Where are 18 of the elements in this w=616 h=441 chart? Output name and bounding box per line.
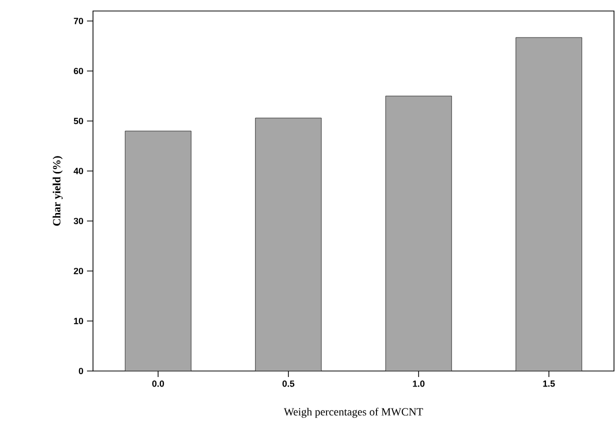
y-tick-label: 10	[74, 318, 84, 324]
x-tick-label: 1.5	[543, 380, 555, 387]
bar	[385, 96, 452, 371]
x-tick-label: 0.5	[282, 380, 294, 387]
y-tick-label: 70	[74, 18, 84, 24]
y-tick-label: 50	[74, 118, 84, 124]
x-tick-label: 1.0	[412, 380, 424, 387]
y-tick-label: 30	[74, 218, 84, 224]
y-axis-title: Char yield (%)	[52, 156, 63, 226]
bar	[516, 37, 582, 371]
y-tick-label: 40	[74, 168, 84, 174]
x-tick-label: 0.0	[152, 380, 164, 387]
y-tick-label: 60	[74, 68, 84, 74]
bar	[255, 118, 322, 371]
y-tick-label: 0	[78, 368, 84, 374]
y-tick-label: 20	[74, 268, 84, 274]
x-axis-title: Weigh percentages of MWCNT	[284, 408, 424, 418]
bar	[124, 130, 192, 371]
